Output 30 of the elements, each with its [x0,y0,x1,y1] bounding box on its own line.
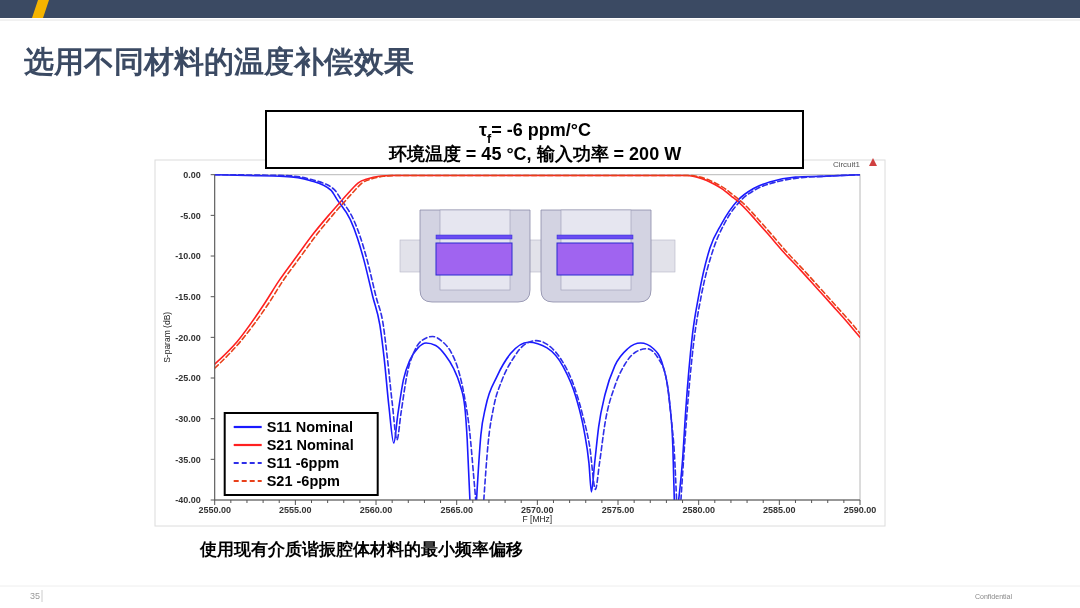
legend-label: S11 Nominal [266,419,353,435]
legend-label: S21 -6ppm [266,473,341,489]
x-tick-label: 2555.00 [279,505,312,515]
y-tick-label: 0.00 [183,169,201,180]
x-tick-label: 2585.00 [763,505,796,515]
y-tick-label: -35.00 [175,454,201,465]
text: 使用现有介质谐振腔体材料的最小频率偏移 [199,540,523,559]
x-tick-label: 2570.00 [521,505,554,515]
x-tick-label: 2580.00 [682,505,715,515]
y-axis-title: S-param (dB) [162,311,172,363]
y-tick-label: -25.00 [175,373,201,384]
x-tick-label: 2560.00 [359,505,393,515]
x-tick-label: 2575.00 [601,505,635,515]
text: 环境温度 = 45 °C, 输入功率 = 200 W [387,144,682,164]
x-tick-label: 2550.00 [198,505,231,515]
y-tick-label: -15.00 [175,291,201,302]
y-tick-label: -20.00 [175,332,201,343]
text: τ$_{f}$= -6 ppm/°C [479,120,591,146]
y-tick-label: -5.00 [180,210,201,221]
text: 35 [30,591,41,601]
y-tick-label: -10.00 [175,251,201,262]
y-tick-label: -30.00 [175,413,201,424]
y-tick-label: -40.00 [175,495,201,506]
x-tick-label: 2590.00 [843,505,877,515]
chart-title: 选用不同材料的温度补偿效果 [23,45,414,78]
x-tick-label: 2565.00 [440,505,473,515]
legend-label: S21 Nominal [266,437,354,453]
text: Circuit1 [832,160,861,169]
x-axis-title: F [MHz] [522,514,553,524]
legend-label: S11 -6ppm [266,455,340,471]
